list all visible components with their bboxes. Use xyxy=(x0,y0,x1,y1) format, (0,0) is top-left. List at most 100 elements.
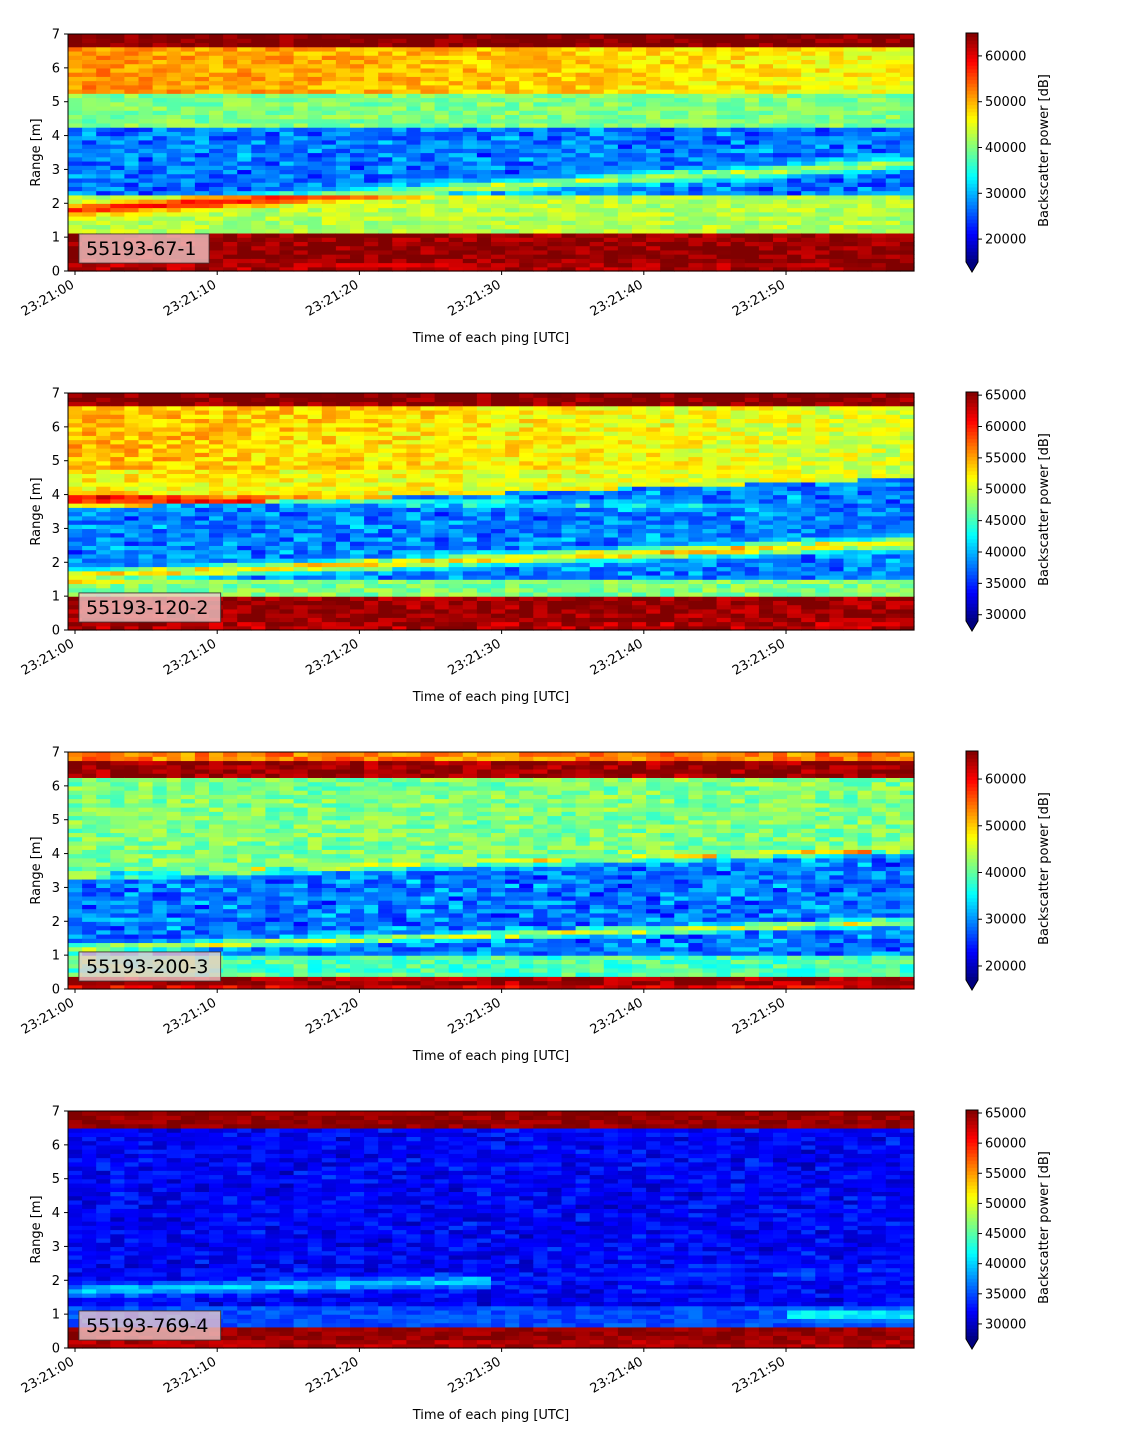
heatmap-cell xyxy=(406,144,421,149)
heatmap-cell xyxy=(308,528,323,533)
heatmap-cell xyxy=(223,452,238,457)
heatmap-cell xyxy=(378,169,393,174)
heatmap-cell xyxy=(110,140,125,145)
heatmap-cell xyxy=(294,558,309,563)
heatmap-cell xyxy=(829,220,844,225)
heatmap-cell xyxy=(223,165,238,170)
heatmap-cell xyxy=(280,435,295,440)
heatmap-cell xyxy=(68,85,83,90)
heatmap-cell xyxy=(562,110,577,115)
heatmap-cell xyxy=(322,55,337,60)
heatmap-cell xyxy=(660,246,675,251)
heatmap-cell xyxy=(167,110,182,115)
heatmap-cell xyxy=(139,482,154,487)
heatmap-cell xyxy=(82,81,97,86)
heatmap-cell xyxy=(731,263,746,268)
heatmap-cell xyxy=(181,76,196,81)
heatmap-cell xyxy=(844,178,859,183)
heatmap-cell xyxy=(308,490,323,495)
heatmap-cell xyxy=(265,605,280,610)
heatmap-cell xyxy=(209,431,224,436)
heatmap-cell xyxy=(421,182,436,187)
heatmap-cell xyxy=(139,144,154,149)
heatmap-cell xyxy=(731,136,746,141)
heatmap-cell xyxy=(223,233,238,238)
heatmap-cell xyxy=(773,182,788,187)
heatmap-cell xyxy=(322,567,337,572)
heatmap-cell xyxy=(844,42,859,47)
heatmap-cell xyxy=(435,562,450,567)
heatmap-cell xyxy=(209,153,224,158)
heatmap-cell xyxy=(519,68,534,73)
heatmap-cell xyxy=(350,51,365,56)
heatmap-cell xyxy=(576,165,591,170)
heatmap-cell xyxy=(280,461,295,466)
heatmap-cell xyxy=(688,203,703,208)
heatmap-cell xyxy=(505,106,520,111)
heatmap-cell xyxy=(576,161,591,166)
heatmap-cell xyxy=(308,144,323,149)
heatmap-cell xyxy=(618,131,633,136)
heatmap-cell xyxy=(223,102,238,107)
heatmap-cell xyxy=(421,258,436,263)
heatmap-cell xyxy=(378,583,393,588)
heatmap-cell xyxy=(364,401,379,406)
heatmap-cell xyxy=(406,153,421,158)
heatmap-cell xyxy=(336,169,351,174)
heatmap-cell xyxy=(731,212,746,217)
heatmap-cell xyxy=(688,110,703,115)
heatmap-cell xyxy=(294,571,309,576)
heatmap-cell xyxy=(801,123,816,128)
heatmap-cell xyxy=(223,423,238,428)
heatmap-cell xyxy=(265,55,280,60)
x-tick-label: 23:21:50 xyxy=(730,277,788,319)
heatmap-cell xyxy=(533,119,548,124)
heatmap-cell xyxy=(237,545,252,550)
heatmap-cell xyxy=(265,545,280,550)
heatmap-cell xyxy=(632,233,647,238)
heatmap-cell xyxy=(900,241,915,246)
heatmap-cell xyxy=(181,72,196,77)
heatmap-cell xyxy=(900,89,915,94)
heatmap-cell xyxy=(153,418,168,423)
heatmap-cell xyxy=(209,482,224,487)
heatmap-cell xyxy=(350,241,365,246)
heatmap-cell xyxy=(392,123,407,128)
heatmap-cell xyxy=(759,102,774,107)
heatmap-cell xyxy=(195,512,210,517)
heatmap-cell xyxy=(829,233,844,238)
heatmap-cell xyxy=(900,119,915,124)
heatmap-cell xyxy=(773,263,788,268)
heatmap-cell xyxy=(449,119,464,124)
heatmap-cell xyxy=(336,85,351,90)
heatmap-cell xyxy=(421,440,436,445)
heatmap-cell xyxy=(900,114,915,119)
heatmap-cell xyxy=(858,165,873,170)
heatmap-cell xyxy=(477,191,492,196)
heatmap-cell xyxy=(195,136,210,141)
heatmap-cell xyxy=(223,401,238,406)
heatmap-cell xyxy=(82,165,97,170)
heatmap-cell xyxy=(731,237,746,242)
heatmap-cell xyxy=(435,241,450,246)
heatmap-cell xyxy=(294,119,309,124)
heatmap-cell xyxy=(237,76,252,81)
heatmap-cell xyxy=(378,157,393,162)
heatmap-cell xyxy=(364,237,379,242)
heatmap-cell xyxy=(886,191,901,196)
heatmap-cell xyxy=(153,541,168,546)
heatmap-cell xyxy=(153,174,168,179)
heatmap-cell xyxy=(308,486,323,491)
heatmap-cell xyxy=(237,212,252,217)
heatmap-cell xyxy=(618,199,633,204)
heatmap-cell xyxy=(435,153,450,158)
heatmap-cell xyxy=(801,191,816,196)
heatmap-cell xyxy=(265,224,280,229)
heatmap-cell xyxy=(519,85,534,90)
heatmap-cell xyxy=(237,127,252,132)
heatmap-cell xyxy=(322,157,337,162)
heatmap-cell xyxy=(491,195,506,200)
heatmap-cell xyxy=(773,114,788,119)
heatmap-cell xyxy=(322,169,337,174)
heatmap-cell xyxy=(139,431,154,436)
